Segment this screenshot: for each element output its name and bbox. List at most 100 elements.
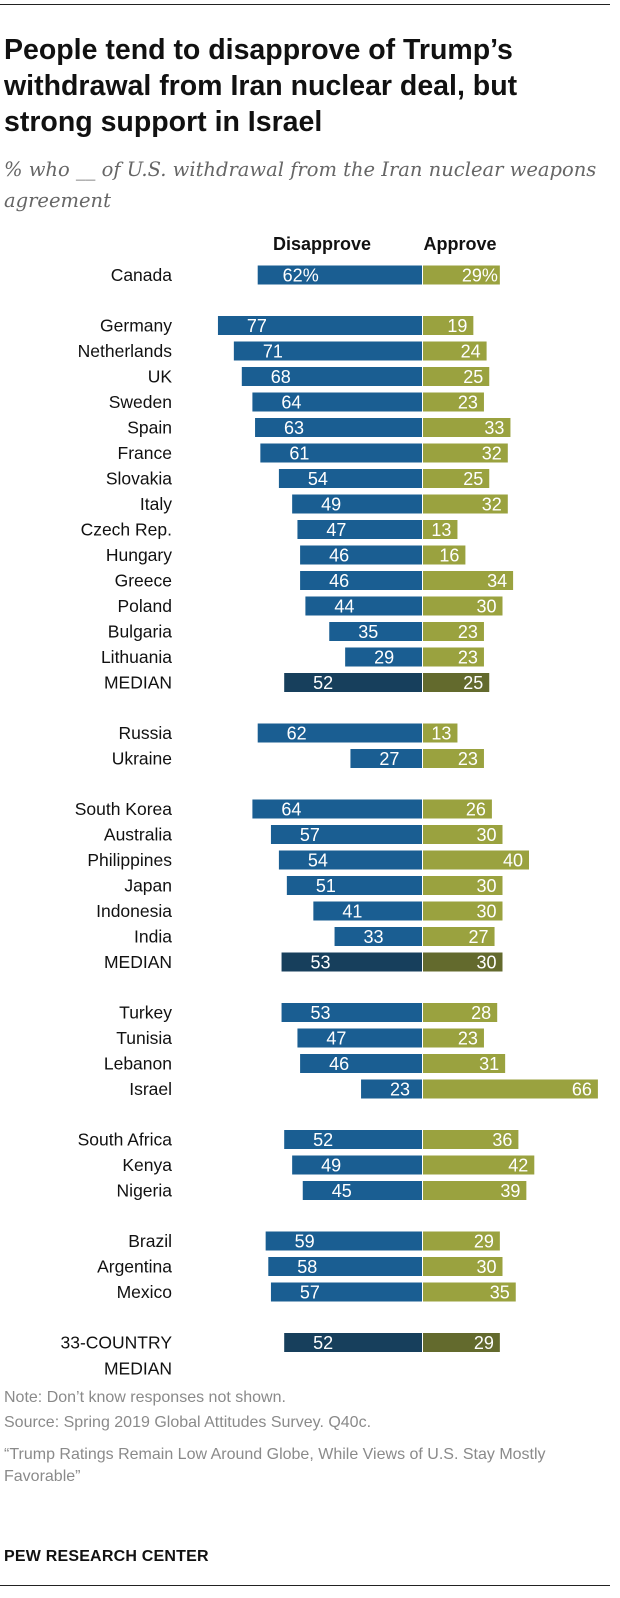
row-label: Argentina (97, 1257, 172, 1277)
approve-value-label: 30 (476, 876, 496, 896)
approve-bar (423, 316, 474, 335)
row-label: Canada (111, 265, 173, 285)
approve-value-label: 30 (476, 825, 496, 845)
disapprove-bar (297, 520, 422, 539)
approve-bar (423, 418, 511, 437)
approve-value-label: 23 (458, 749, 478, 769)
disapprove-bar (292, 1155, 422, 1175)
disapprove-bar (345, 647, 422, 667)
disapprove-bar (255, 418, 422, 437)
row-lebanon-27: Lebanon 46 31 (104, 1054, 506, 1074)
row-label: India (134, 927, 172, 947)
row-label: Turkey (119, 1003, 172, 1023)
brand-logo-text: PEW RESEARCH CENTER (4, 1548, 209, 1565)
row-median-24: MEDIAN 53 30 (104, 952, 503, 973)
approve-bar (423, 952, 503, 972)
approve-bar (423, 494, 508, 514)
approve-bar (423, 1130, 519, 1149)
approve-bar (423, 723, 458, 743)
row-label: Sweden (109, 392, 172, 412)
disapprove-value-label: 52 (313, 1130, 333, 1150)
disapprove-value-label: 54 (308, 469, 328, 489)
approve-value-label: 30 (476, 953, 496, 973)
disapprove-value-label: 47 (326, 520, 346, 540)
row-label: South Africa (78, 1130, 173, 1150)
approve-value-label: 31 (479, 1054, 499, 1074)
row-argentina-33: Argentina 58 30 (97, 1257, 503, 1277)
disapprove-value-label: 27 (379, 749, 399, 769)
approve-value-label: 13 (431, 520, 451, 540)
row-label: Bulgaria (108, 622, 172, 642)
disapprove-value-label: 64 (281, 393, 301, 413)
row-turkey-25: Turkey 53 28 (119, 1003, 498, 1023)
row-label: MEDIAN (104, 673, 172, 693)
approve-value-label: 42 (508, 1156, 528, 1176)
row-nigeria-31: Nigeria 45 39 (117, 1181, 527, 1201)
row-israel-28: Israel 23 66 (129, 1079, 598, 1100)
row-label: Israel (129, 1079, 172, 1099)
disapprove-value-label: 68 (271, 367, 291, 387)
approve-bar (423, 749, 484, 768)
approve-value-label: 27 (469, 927, 489, 947)
approve-value-label: 19 (447, 316, 467, 336)
disapprove-value-label: 53 (311, 953, 331, 973)
disapprove-bar (300, 545, 422, 565)
approve-bar (423, 469, 490, 488)
disapprove-value-label: 53 (311, 1003, 331, 1023)
approve-value-label: 30 (476, 1257, 496, 1277)
approve-value-label: 29 (474, 1232, 494, 1252)
approve-bar (423, 545, 466, 565)
approve-bar (423, 799, 492, 819)
disapprove-bar (233, 341, 422, 361)
row-label: Nigeria (117, 1181, 173, 1201)
disapprove-value-label: 35 (358, 622, 378, 642)
approve-value-label: 24 (461, 342, 481, 362)
approve-value-label: 23 (458, 393, 478, 413)
row-label: France (118, 443, 172, 463)
approve-value-label: 13 (431, 724, 451, 744)
approve-bar (423, 443, 508, 463)
disapprove-bar (300, 571, 422, 590)
approve-value-label: 39 (500, 1181, 520, 1201)
row-greece-11: Greece 46 34 (115, 571, 514, 591)
diverging-bar-chart: Disapprove Approve Canada 62% 29% Germany 77 19… (60, 234, 598, 1379)
disapprove-bar (286, 876, 422, 895)
disapprove-value-label: 41 (342, 902, 362, 922)
row-slovakia-7: Slovakia 54 25 (106, 469, 490, 489)
disapprove-bar (350, 749, 422, 768)
disapprove-value-label: 62 (287, 724, 307, 744)
approve-bar (423, 596, 503, 616)
row-south-africa-29: South Africa 52 36 (78, 1130, 519, 1150)
approve-value-label: 32 (482, 495, 502, 515)
disapprove-value-label: 57 (300, 825, 320, 845)
disapprove-value-label: 54 (308, 851, 328, 871)
row-mexico-34: Mexico 57 35 (117, 1282, 516, 1303)
row-median-15: MEDIAN 52 25 (104, 673, 490, 693)
row-label: Spain (127, 418, 172, 438)
disapprove-value-label: 47 (326, 1029, 346, 1049)
disapprove-bar (329, 622, 422, 641)
disapprove-value-label: 29 (374, 648, 394, 668)
approve-bar (423, 265, 500, 285)
disapprove-bar (305, 596, 422, 616)
approve-bar (423, 647, 484, 667)
approve-value-label: 40 (503, 851, 523, 871)
disapprove-value-label: 45 (332, 1181, 352, 1201)
row-france-6: France 61 32 (118, 443, 508, 464)
row-india-23: India 33 27 (134, 927, 495, 947)
disapprove-bar (270, 825, 422, 844)
top-rule (0, 4, 610, 5)
disapprove-value-label: 77 (247, 316, 267, 336)
disapprove-bar (297, 1028, 422, 1048)
approve-bar (423, 1333, 500, 1352)
disapprove-value-label: 33 (364, 927, 384, 947)
note-text: Note: Don’t know responses not shown. (4, 1389, 286, 1406)
approve-bar (423, 1003, 498, 1022)
row-label-line: MEDIAN (104, 1359, 172, 1379)
approve-bar (423, 367, 490, 386)
approve-value-label: 23 (458, 1029, 478, 1049)
disapprove-value-label: 44 (334, 597, 354, 617)
row-italy-8: Italy 49 32 (140, 494, 508, 515)
chart-title: People tend to disapprove of Trump’s wit… (4, 34, 518, 138)
row-label: Kenya (122, 1155, 172, 1175)
